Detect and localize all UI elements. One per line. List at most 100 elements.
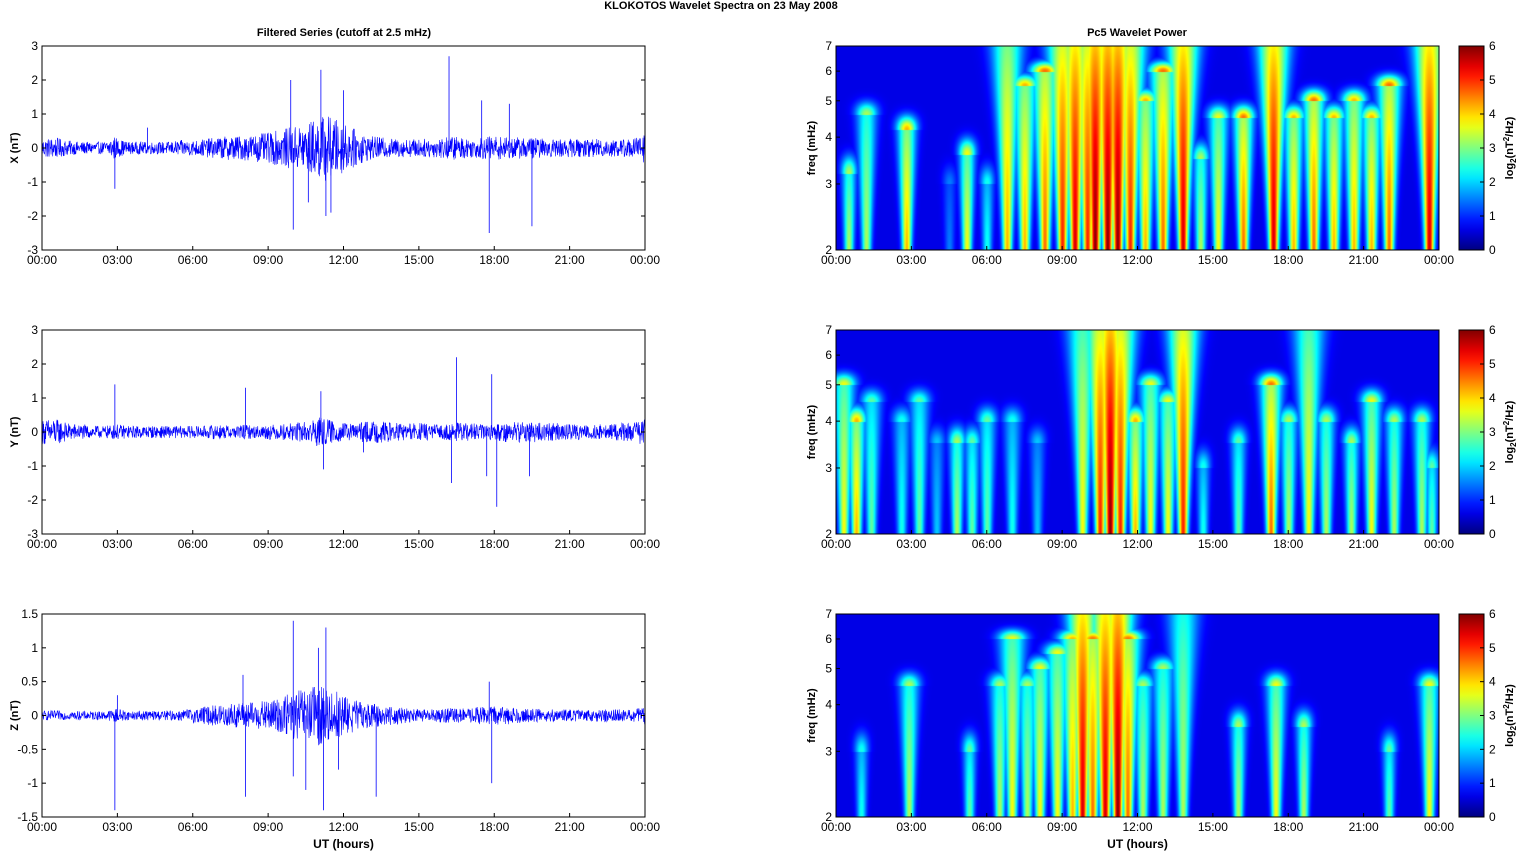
wavelet-power-canvas (836, 330, 1439, 534)
ytick-label: 3 (825, 461, 832, 475)
ytick-label: 0 (31, 709, 38, 723)
timeseries-xtick-label: 00:00 (630, 253, 660, 267)
wavelet-xtick-label: 15:00 (1198, 537, 1228, 551)
wavelet-xtick-label: 21:00 (1349, 820, 1379, 834)
colorbar-tick-label: 4 (1489, 107, 1496, 121)
wavelet-xtick-label: 03:00 (896, 537, 926, 551)
wavelet-xtick-label: 06:00 (972, 537, 1002, 551)
colorbar-tick-label: 5 (1489, 641, 1496, 655)
timeseries-xtick-label: 09:00 (253, 253, 283, 267)
timeseries-xtick-label: 00:00 (630, 820, 660, 834)
colorbar-label-part: (nT (1504, 709, 1516, 726)
ytick-label: -3 (27, 527, 38, 541)
ytick-label: 3 (825, 177, 832, 191)
wavelet-xtick-label: 21:00 (1349, 253, 1379, 267)
colorbar-tick-label: 4 (1489, 675, 1496, 689)
wavelet-xtick-label: 00:00 (1424, 820, 1454, 834)
x-axis-label-right: UT (hours) (1107, 837, 1168, 851)
timeseries-xtick-label: 03:00 (102, 537, 132, 551)
ytick-label: 5 (825, 662, 832, 676)
wavelet-xtick-label: 18:00 (1273, 253, 1303, 267)
wavelet-xtick-label: 09:00 (1047, 537, 1077, 551)
timeseries-xtick-label: 06:00 (178, 820, 208, 834)
ytick-label: 2 (825, 527, 832, 541)
timeseries-xtick-label: 18:00 (479, 820, 509, 834)
ytick-label: 5 (825, 378, 832, 392)
colorbar-tick-label: 3 (1489, 709, 1496, 723)
wavelet-xtick-label: 12:00 (1122, 253, 1152, 267)
ytick-label: -2 (27, 493, 38, 507)
trace-line (41, 417, 646, 446)
colorbar-tick-label: 1 (1489, 209, 1496, 223)
left-column-title: Filtered Series (cutoff at 2.5 mHz) (257, 27, 432, 39)
timeseries-xtick-label: 15:00 (404, 820, 434, 834)
colorbar-tick-label: 4 (1489, 391, 1496, 405)
timeseries-xtick-label: 15:00 (404, 537, 434, 551)
timeseries-xtick-label: 21:00 (555, 253, 585, 267)
colorbar-label-part: 2 (1502, 704, 1511, 709)
ytick-label: 1.5 (21, 607, 38, 621)
ytick-label: 2 (825, 243, 832, 257)
colorbar-bar (1458, 613, 1485, 818)
colorbar-label: log2(nT2/Hz) (1502, 684, 1518, 747)
ytick-label: 3 (825, 744, 832, 758)
ytick-label: 7 (825, 607, 832, 621)
wavelet-xtick-label: 00:00 (821, 820, 851, 834)
ytick-label: -3 (27, 243, 38, 257)
x-axis-label-left: UT (hours) (313, 837, 374, 851)
wavelet-xtick-label: 06:00 (972, 253, 1002, 267)
timeseries-xtick-label: 00:00 (27, 253, 57, 267)
timeseries-xtick-label: 09:00 (253, 537, 283, 551)
ytick-label: 5 (825, 94, 832, 108)
ytick-label: 6 (825, 64, 832, 78)
wavelet-xtick-label: 12:00 (1122, 820, 1152, 834)
ytick-label: 7 (825, 323, 832, 337)
wavelet-power-canvas (836, 614, 1439, 817)
colorbar-tick-label: 3 (1489, 425, 1496, 439)
timeseries-xtick-label: 06:00 (178, 537, 208, 551)
ytick-label: 7 (825, 39, 832, 53)
timeseries-xtick-label: 21:00 (555, 537, 585, 551)
ytick-label: 1 (31, 107, 38, 121)
colorbar-tick-label: 1 (1489, 776, 1496, 790)
y-axis-label: Y (nT) (9, 416, 21, 447)
colorbar-tick-label: 3 (1489, 141, 1496, 155)
colorbar-label-part: 2 (1509, 725, 1518, 730)
ytick-label: 1 (31, 641, 38, 655)
ytick-label: 4 (825, 414, 832, 428)
colorbar-label-part: 2 (1509, 158, 1518, 163)
colorbar-tick-label: 0 (1489, 527, 1496, 541)
timeseries-xtick-label: 09:00 (253, 820, 283, 834)
colorbar-label-part: 2 (1509, 442, 1518, 447)
colorbar-label-part: 2 (1502, 420, 1511, 425)
y-axis-label: freq (mHz) (806, 120, 818, 175)
wavelet-xtick-label: 21:00 (1349, 537, 1379, 551)
colorbar-label: log2(nT2/Hz) (1502, 400, 1518, 463)
wavelet-power-canvas (836, 46, 1439, 250)
colorbar-tick-label: 2 (1489, 742, 1496, 756)
ytick-label: 4 (825, 698, 832, 712)
ytick-label: 6 (825, 632, 832, 646)
wavelet-xtick-label: 00:00 (1424, 537, 1454, 551)
ytick-label: 2 (825, 810, 832, 824)
y-axis-label: Z (nT) (9, 700, 21, 731)
colorbar-label-part: log (1504, 163, 1516, 180)
ytick-label: -0.5 (17, 742, 38, 756)
ytick-label: -1.5 (17, 810, 38, 824)
ytick-label: -1 (27, 459, 38, 473)
wavelet-power-image (836, 614, 1439, 817)
wavelet-xtick-label: 18:00 (1273, 820, 1303, 834)
ytick-label: 4 (825, 130, 832, 144)
timeseries-xtick-label: 15:00 (404, 253, 434, 267)
colorbar-label-part: /Hz) (1504, 684, 1516, 705)
wavelet-xtick-label: 09:00 (1047, 253, 1077, 267)
ytick-label: 0 (31, 425, 38, 439)
ytick-label: 2 (31, 73, 38, 87)
colorbar-label-part: (nT (1504, 141, 1516, 158)
